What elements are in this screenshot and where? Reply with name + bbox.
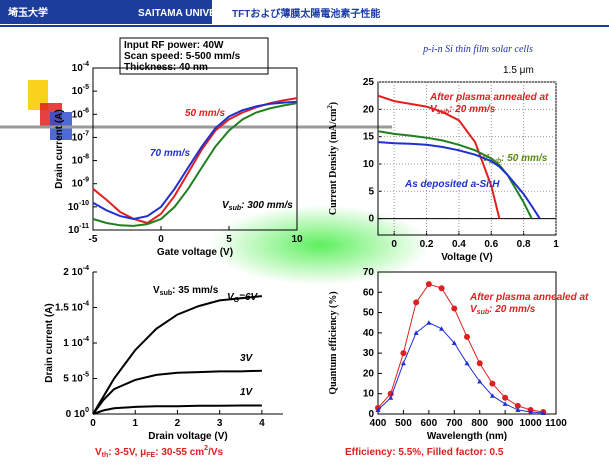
x-axis-label: Drain voltage (V) (148, 431, 227, 442)
series-label: 50 mm/s (185, 108, 225, 119)
x-tick-label: 0 (158, 234, 164, 245)
point (489, 381, 495, 387)
annotation: Input RF power: 40W (124, 40, 224, 51)
y-tick-label: 0 (368, 213, 374, 224)
footer-right: Efficiency: 5.5%, Filled factor: 0.5 (345, 447, 504, 458)
logo-sub: SAITAMA UNIVERSITY (138, 8, 246, 19)
x-tick-label: 800 (471, 418, 488, 429)
series-label: 3V (240, 353, 254, 364)
y-axis-label: Drain current (A) (54, 109, 65, 188)
point (426, 281, 432, 287)
y-tick-label: 5 (368, 186, 374, 197)
series-label: VG=6V (227, 292, 259, 305)
glow (210, 205, 430, 285)
y-tick-label: 20 (363, 368, 375, 379)
x-axis-label: Gate voltage (V) (157, 247, 233, 258)
chart-title: p-i-n Si thin film solar cells (422, 44, 533, 55)
x-tick-label: 2 (175, 418, 181, 429)
y-axis-label: Drain current (A) (44, 303, 55, 382)
y-axis-label: Quantum efficiency (%) (328, 291, 339, 394)
point (439, 285, 445, 291)
x-tick-label: 500 (395, 418, 412, 429)
x-tick-label: 0 (90, 418, 96, 429)
x-tick-label: 0.8 (517, 239, 531, 250)
annotation: Thickness: 40 nm (124, 62, 208, 73)
x-tick-label: 4 (259, 418, 265, 429)
x-tick-label: 400 (370, 418, 387, 429)
x-tick-label: 1100 (545, 418, 567, 429)
point (477, 360, 483, 366)
point (451, 306, 457, 312)
annotation: Scan speed: 5-500 mm/s (124, 51, 241, 62)
x-axis-label: Wavelength (nm) (427, 431, 507, 442)
series-label: As deposited a-Si:H (404, 179, 500, 190)
y-tick-label: 20 (363, 104, 375, 115)
x-tick-label: 700 (446, 418, 463, 429)
x-tick-label: 3 (217, 418, 223, 429)
y-tick-label: 40 (363, 327, 375, 338)
x-tick-label: 0.4 (452, 239, 466, 250)
x-tick-label: 5 (226, 234, 232, 245)
point (400, 350, 406, 356)
x-axis-label: Voltage (V) (441, 252, 492, 263)
x-tick-label: 1 (132, 418, 138, 429)
slide: 埼玉大学 SAITAMA UNIVERSITY TFTおよび薄膜太陽電池素子性能… (0, 0, 609, 464)
y-axis-label: Current Density (mA/cm2) (326, 102, 340, 215)
y-tick-label: 70 (363, 267, 375, 278)
x-tick-label: 1000 (519, 418, 542, 429)
x-tick-label: -5 (89, 234, 98, 245)
series-label: 1V (240, 387, 254, 398)
x-tick-label: 1 (553, 239, 559, 250)
x-tick-label: 10 (291, 234, 303, 245)
y-tick-label: 10 (363, 159, 375, 170)
point (502, 395, 508, 401)
slide-title: TFTおよび薄膜太陽電池素子性能 (232, 7, 380, 20)
annotation: 1.5 μm (503, 65, 534, 76)
x-tick-label: 0.2 (420, 239, 434, 250)
y-tick-label: 15 (363, 131, 375, 142)
x-tick-label: 0.6 (484, 239, 498, 250)
x-tick-label: 0 (391, 239, 397, 250)
y-tick-label: 10 (363, 388, 375, 399)
series-label: 70 mm/s (150, 148, 190, 159)
x-tick-label: 900 (497, 418, 514, 429)
y-tick-label: 25 (363, 77, 375, 88)
x-tick-label: 600 (421, 418, 438, 429)
y-tick-label: 60 (363, 287, 375, 298)
y-tick-label: 30 (363, 348, 375, 359)
point (413, 299, 419, 305)
point (464, 334, 470, 340)
logo: 埼玉大学 (8, 6, 48, 19)
y-tick-label: 50 (363, 307, 375, 318)
